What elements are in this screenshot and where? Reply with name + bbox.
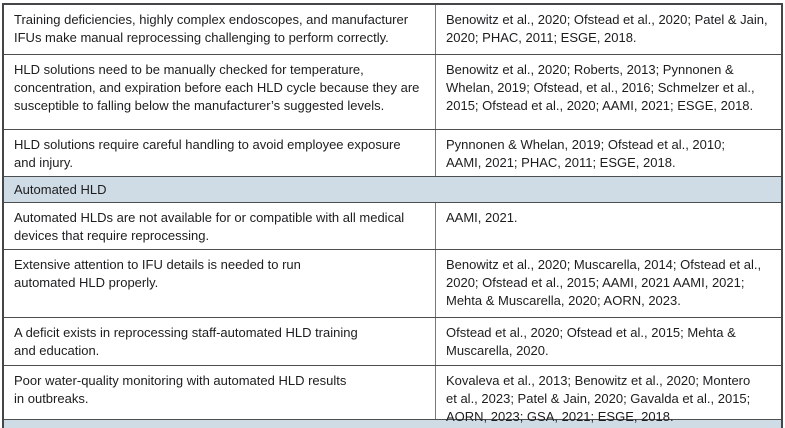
citations-cell: Benowitz et al., 2020; Roberts, 2013; Py… <box>446 62 755 113</box>
citations-cell: Benowitz et al., 2020; Muscarella, 2014;… <box>446 257 762 308</box>
next-section-header-partial <box>4 420 781 428</box>
citations-cell: Benowitz et al., 2020; Ofstead et al., 2… <box>446 12 768 45</box>
table-row: A deficit exists in reprocessing staff-a… <box>4 318 781 366</box>
table-row: Training deficiencies, highly complex en… <box>4 5 781 55</box>
citations-cell: Ofstead et al., 2020; Ofstead et al., 20… <box>446 325 736 358</box>
statement-cell: Automated HLDs are not available for or … <box>4 203 436 249</box>
statement-cell: HLD solutions require careful handling t… <box>4 130 436 176</box>
table-row: Automated HLDs are not available for or … <box>4 203 781 250</box>
table-row: Extensive attention to IFU details is ne… <box>4 250 781 318</box>
hld-challenges-table: Training deficiencies, highly complex en… <box>2 3 783 428</box>
table-row: Poor water-quality monitoring with autom… <box>4 366 781 424</box>
statement-cell: Poor water-quality monitoring with autom… <box>4 366 436 419</box>
section-header-row: Automated HLD <box>4 177 781 203</box>
citations-cell: Pynnonen & Whelan, 2019; Ofstead et al.,… <box>446 137 725 170</box>
statement-cell: HLD solutions need to be manually checke… <box>4 55 436 129</box>
citations-cell: Kovaleva et al., 2013; Benowitz et al., … <box>446 373 751 424</box>
section-header-label: Automated HLD <box>14 181 107 197</box>
statement-cell: Extensive attention to IFU details is ne… <box>4 250 436 317</box>
table-row: HLD solutions require careful handling t… <box>4 130 781 177</box>
table-row: HLD solutions need to be manually checke… <box>4 55 781 130</box>
citations-cell: AAMI, 2021. <box>446 210 518 225</box>
statement-cell: Training deficiencies, highly complex en… <box>4 5 436 54</box>
statement-cell: A deficit exists in reprocessing staff-a… <box>4 318 436 365</box>
